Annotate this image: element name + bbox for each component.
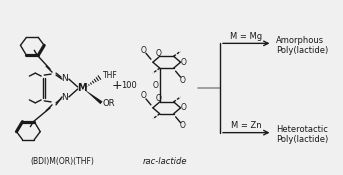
Text: THF: THF [103,71,117,80]
Text: +: + [112,79,122,92]
Text: M: M [77,83,86,93]
Text: M = Mg: M = Mg [230,32,262,41]
Text: O: O [153,80,159,90]
Text: O: O [141,91,147,100]
Text: O: O [180,76,186,85]
Text: O: O [156,94,162,103]
Text: Poly(lactide): Poly(lactide) [276,46,329,55]
Text: OR: OR [103,99,115,108]
Text: O: O [180,58,187,67]
Text: M = Zn: M = Zn [231,121,262,130]
Text: (BDI)M(OR)(THF): (BDI)M(OR)(THF) [30,157,94,166]
Text: N: N [61,74,68,83]
Text: rac-lactide: rac-lactide [142,157,187,166]
Polygon shape [84,89,103,104]
Text: Poly(lactide): Poly(lactide) [276,135,329,144]
Text: O: O [156,49,162,58]
Text: 100: 100 [121,80,137,90]
Text: Amorphous: Amorphous [276,36,324,45]
Text: N: N [61,93,68,102]
Text: Heterotactic: Heterotactic [276,125,328,134]
Text: O: O [180,103,187,112]
Text: O: O [141,46,147,55]
Text: O: O [180,121,186,130]
